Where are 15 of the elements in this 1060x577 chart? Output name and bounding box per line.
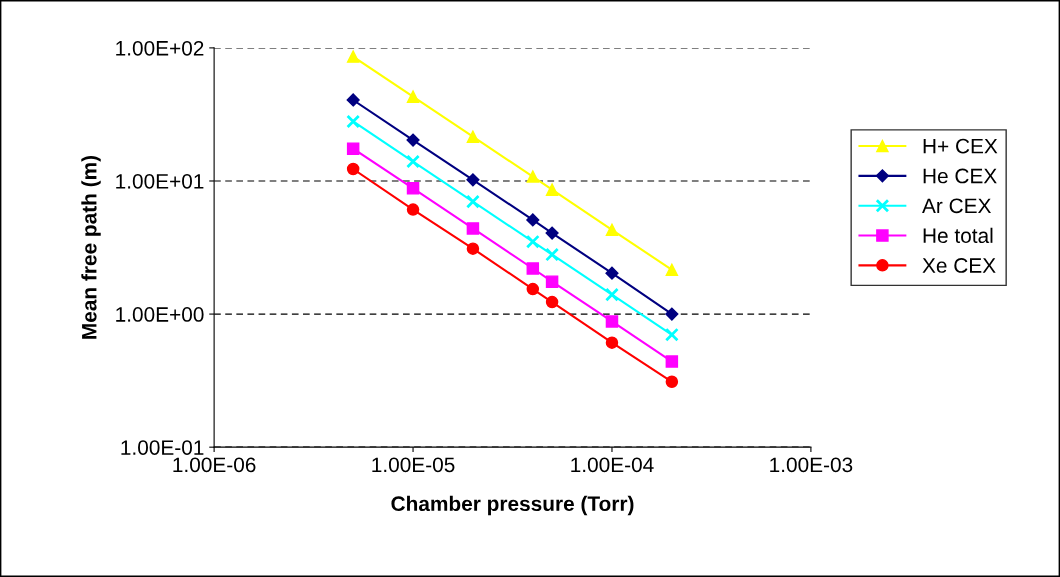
y-tick-label: 1.00E+02 (116, 40, 204, 56)
x-tick-label: 1.00E-03 (770, 457, 853, 473)
y-tick-label: 1.00E-01 (121, 440, 204, 455)
legend-label: Ar CEX (922, 198, 992, 214)
legend-label: H+ CEX (923, 138, 998, 154)
legend-label: He total (923, 227, 993, 244)
x-tick-label: 1.00E-04 (571, 457, 654, 473)
x-tick-label: 1.00E-06 (173, 457, 256, 473)
legend-label: Xe CEX (922, 258, 996, 273)
y-tick-label: 1.00E+01 (116, 173, 204, 189)
x-axis-title: Chamber pressure (Torr) (391, 495, 634, 516)
y-axis-title: Mean free path (m) (81, 155, 101, 339)
x-tick-label: 1.00E-05 (372, 457, 455, 473)
y-tick-label: 1.00E+00 (116, 307, 204, 322)
legend-label: He CEX (923, 168, 997, 184)
